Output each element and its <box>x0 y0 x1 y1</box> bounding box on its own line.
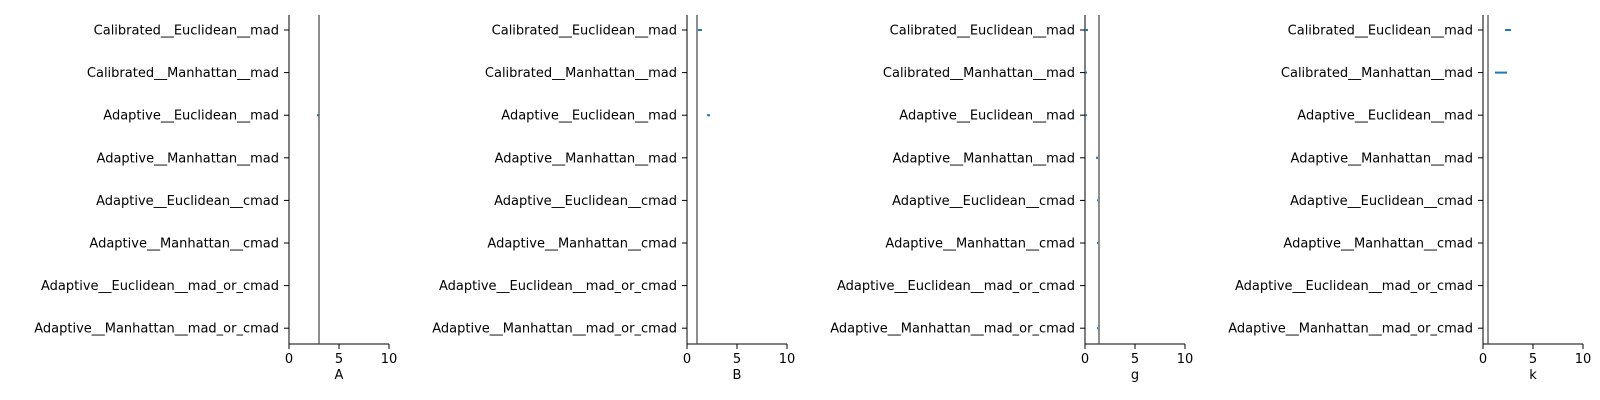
y-tick-label: Calibrated__Euclidean__mad <box>94 24 279 39</box>
y-tick-label: Adaptive__Euclidean__mad_or_cmad <box>1235 279 1473 294</box>
x-axis-label: B <box>733 368 742 383</box>
x-tick-label: 0 <box>285 352 293 367</box>
y-tick-label: Adaptive__Euclidean__mad_or_cmad <box>439 279 677 294</box>
x-tick-label: 5 <box>1131 352 1139 367</box>
y-tick-label: Adaptive__Euclidean__mad <box>501 109 677 124</box>
x-tick-label: 0 <box>683 352 691 367</box>
y-tick-label: Adaptive__Euclidean__cmad <box>96 194 279 209</box>
x-tick-label: 5 <box>733 352 741 367</box>
x-tick-label: 10 <box>1177 352 1194 367</box>
y-tick-label: Calibrated__Euclidean__mad <box>890 24 1075 39</box>
y-tick-label: Adaptive__Manhattan__mad <box>97 151 279 166</box>
x-tick-label: 5 <box>335 352 343 367</box>
x-tick-label: 10 <box>381 352 398 367</box>
x-tick-label: 5 <box>1529 352 1537 367</box>
y-tick-label: Adaptive__Euclidean__mad_or_cmad <box>41 279 279 294</box>
x-axis-label: A <box>335 368 344 383</box>
y-tick-label: Adaptive__Euclidean__mad <box>899 109 1075 124</box>
y-tick-label: Adaptive__Manhattan__cmad <box>1283 237 1473 252</box>
y-tick-label: Adaptive__Euclidean__cmad <box>1290 194 1473 209</box>
y-tick-label: Adaptive__Manhattan__mad_or_cmad <box>34 322 279 337</box>
y-tick-label: Adaptive__Manhattan__mad <box>1291 151 1473 166</box>
x-tick-label: 10 <box>1575 352 1592 367</box>
y-tick-label: Adaptive__Manhattan__mad_or_cmad <box>830 322 1075 337</box>
y-tick-label: Adaptive__Manhattan__cmad <box>885 237 1075 252</box>
y-tick-label: Adaptive__Euclidean__cmad <box>892 194 1075 209</box>
y-tick-label: Adaptive__Euclidean__mad_or_cmad <box>837 279 1075 294</box>
subplot-2: Calibrated__Euclidean__mad Calibrated__Ma… <box>432 15 795 383</box>
y-tick-label: Adaptive__Manhattan__mad <box>495 151 677 166</box>
y-tick-label: Adaptive__Euclidean__mad <box>103 109 279 124</box>
subplot-4: Calibrated__Euclidean__mad Calibrated__Ma… <box>1228 15 1591 383</box>
y-tick-label: Adaptive__Euclidean__mad <box>1297 109 1473 124</box>
y-tick-label: Calibrated__Manhattan__mad <box>485 66 677 81</box>
y-tick-label: Calibrated__Manhattan__mad <box>883 66 1075 81</box>
y-tick-label: Adaptive__Manhattan__cmad <box>89 237 279 252</box>
y-tick-label: Adaptive__Manhattan__cmad <box>487 237 677 252</box>
x-tick-label: 10 <box>779 352 796 367</box>
y-tick-label: Calibrated__Manhattan__mad <box>1281 66 1473 81</box>
x-axis-label: g <box>1131 368 1139 383</box>
y-tick-label: Calibrated__Euclidean__mad <box>1288 24 1473 39</box>
y-tick-label: Calibrated__Euclidean__mad <box>492 24 677 39</box>
x-tick-label: 0 <box>1081 352 1089 367</box>
y-tick-label: Calibrated__Manhattan__mad <box>87 66 279 81</box>
y-tick-label: Adaptive__Euclidean__cmad <box>494 194 677 209</box>
subplot-3: Calibrated__Euclidean__mad Calibrated__Ma… <box>830 15 1193 383</box>
x-tick-label: 0 <box>1479 352 1487 367</box>
x-axis-label: k <box>1529 368 1537 383</box>
subplot-1: Calibrated__Euclidean__mad Calibrated__Ma… <box>34 15 397 383</box>
y-tick-label: Adaptive__Manhattan__mad_or_cmad <box>1228 322 1473 337</box>
y-tick-label: Adaptive__Manhattan__mad_or_cmad <box>432 322 677 337</box>
y-tick-label: Adaptive__Manhattan__mad <box>893 151 1075 166</box>
